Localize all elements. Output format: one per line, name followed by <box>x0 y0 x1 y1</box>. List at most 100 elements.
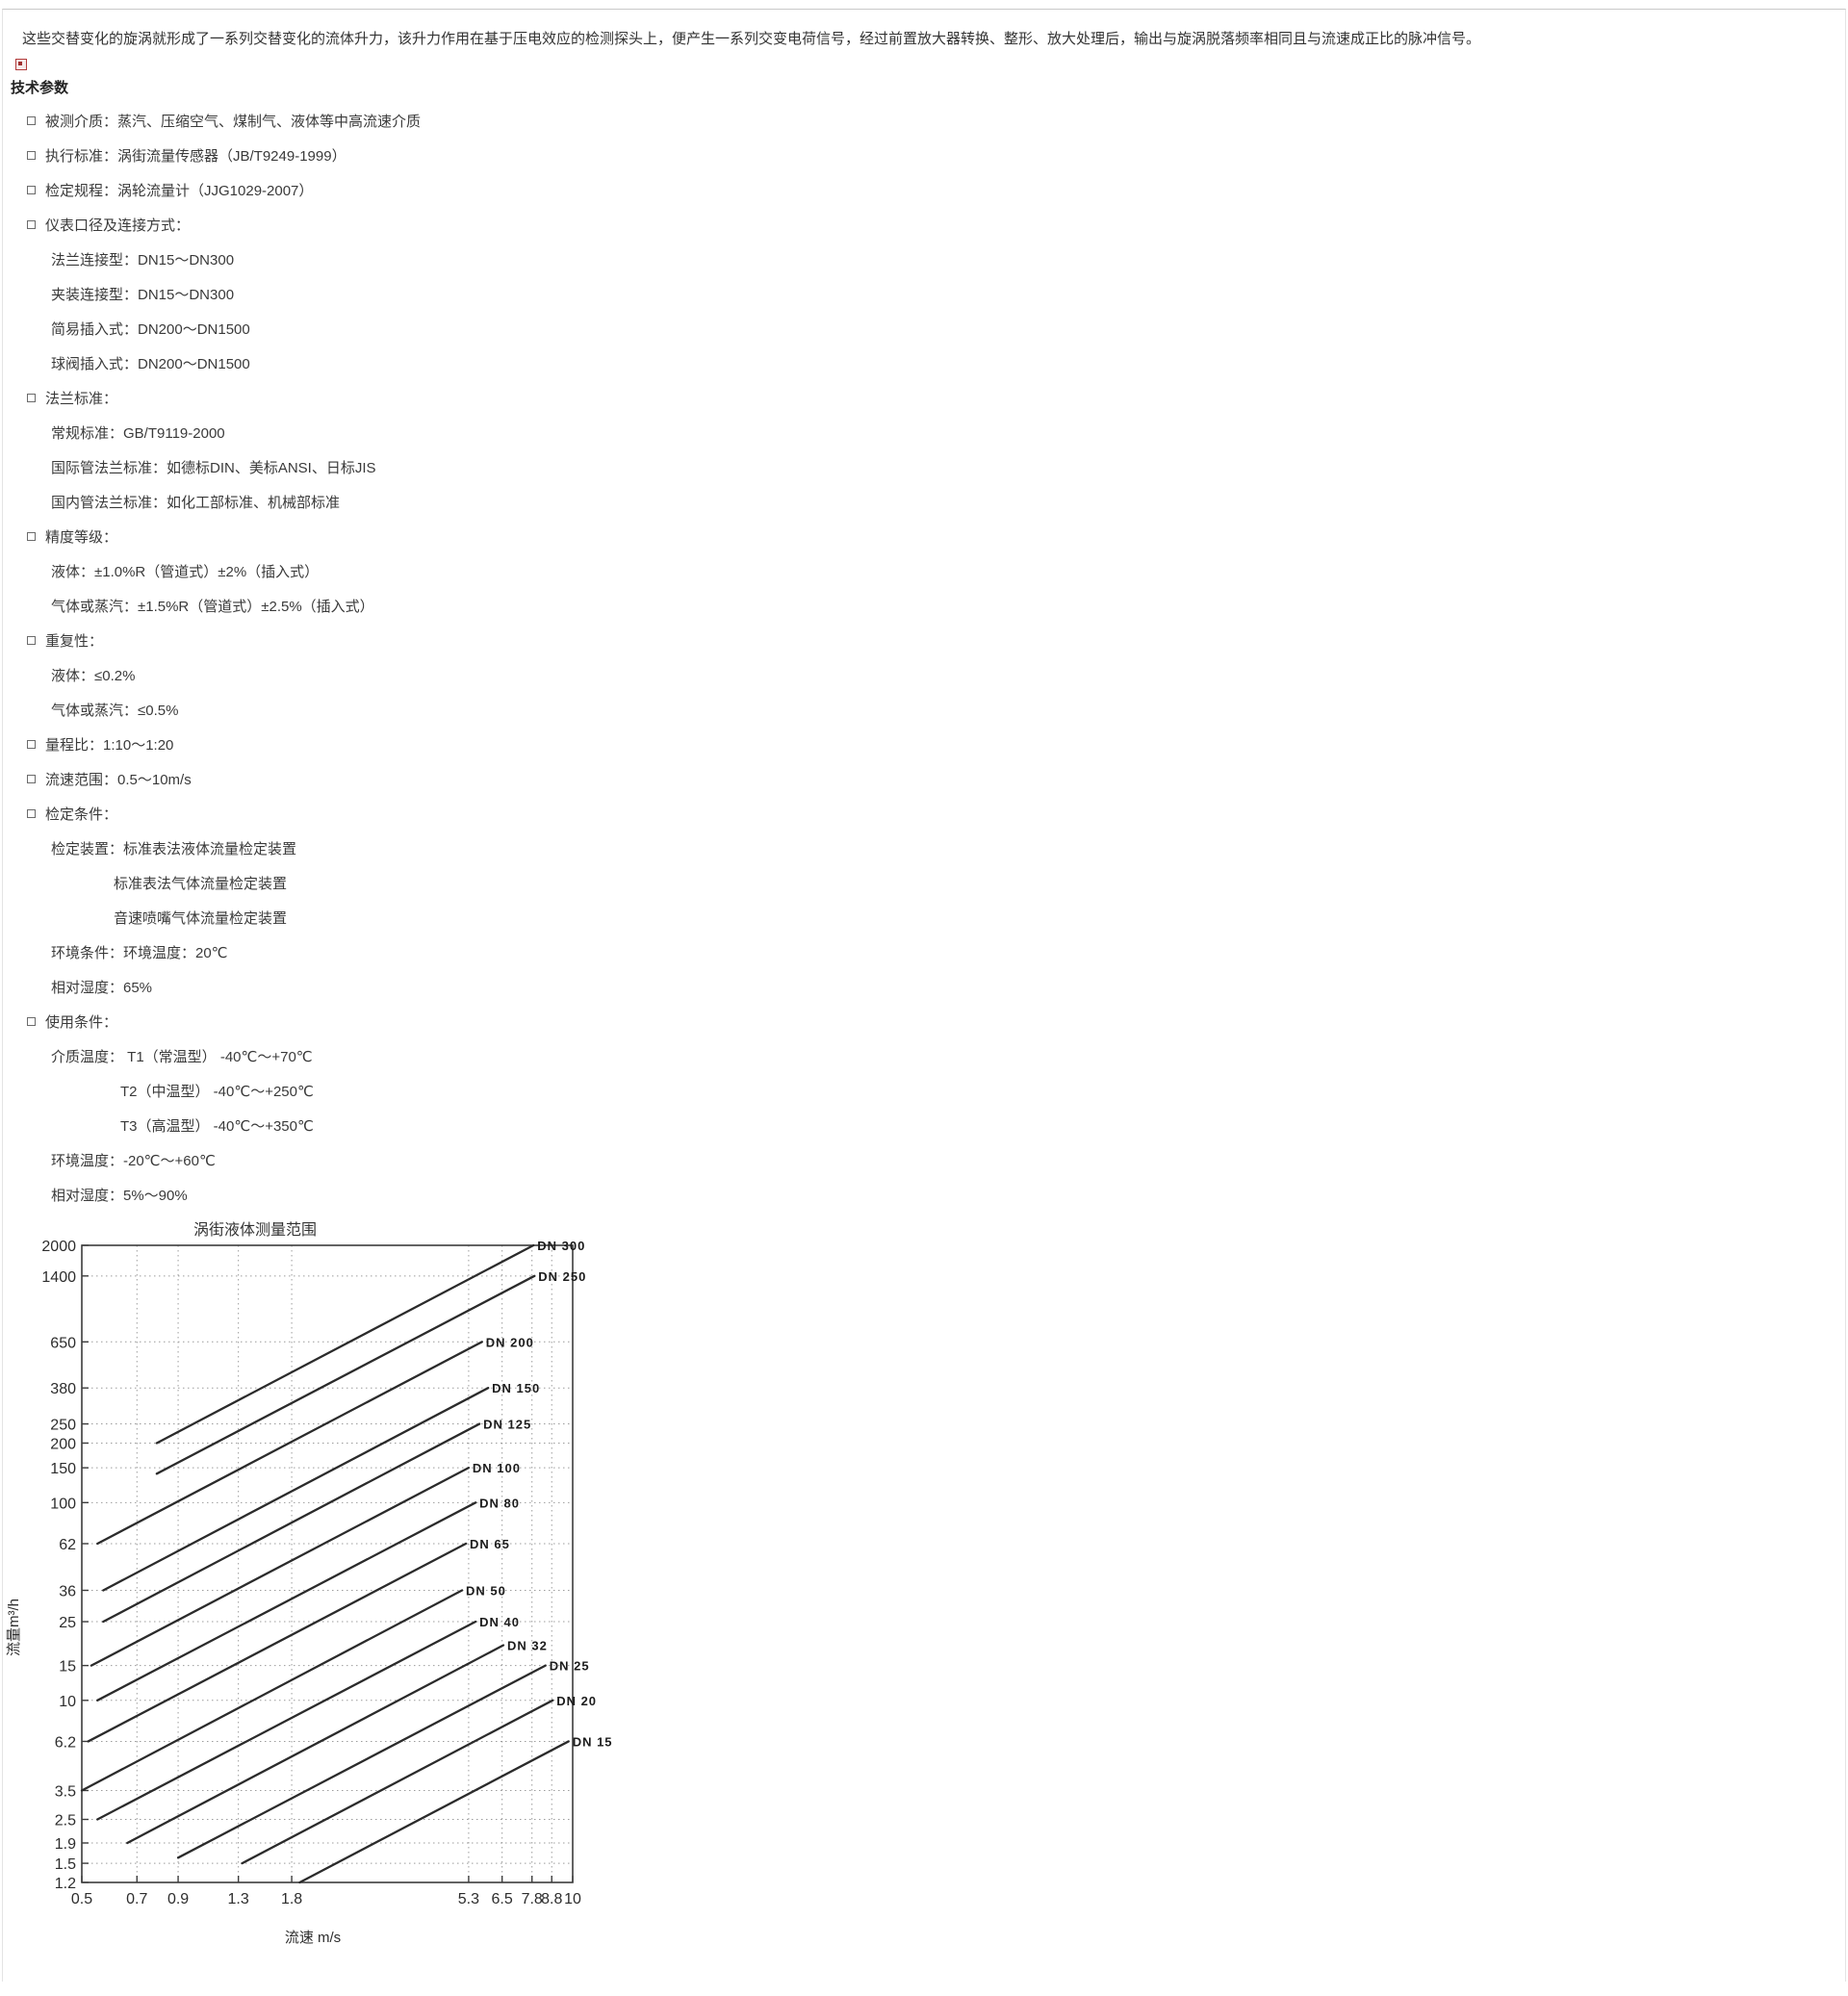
spec-item-text: 气体或蒸汽：≤0.5% <box>51 702 179 719</box>
spec-item: 液体：≤0.2% <box>3 657 1845 692</box>
spec-item: 法兰标准： <box>3 380 1845 415</box>
x-tick-label: 0.9 <box>167 1891 189 1907</box>
dn-series-line <box>96 1620 477 1821</box>
square-bullet-icon <box>27 739 36 749</box>
y-tick-label: 650 <box>50 1335 76 1351</box>
spec-item-text: 检定条件： <box>45 806 118 823</box>
y-tick-label: 62 <box>59 1537 76 1553</box>
x-tick-label: 0.7 <box>126 1891 147 1907</box>
y-axis-label: 流量m³/h <box>6 1599 22 1656</box>
spec-item-text: 国内管法兰标准：如化工部标准、机械部标准 <box>51 494 341 511</box>
y-tick-label: 150 <box>50 1461 76 1477</box>
dn-series-line <box>126 1644 505 1845</box>
x-tick-label: 0.5 <box>71 1891 92 1907</box>
spec-item-text: 国际管法兰标准：如德标DIN、美标ANSI、日标JIS <box>51 459 376 476</box>
x-tick-label: 10 <box>564 1891 581 1907</box>
square-bullet-icon <box>27 150 36 160</box>
dn-series-line <box>90 1466 471 1667</box>
spec-item-text: 使用条件： <box>45 1013 118 1031</box>
spec-list: 被测介质：蒸汽、压缩空气、煤制气、液体等中高流速介质 执行标准：涡街流量传感器（J… <box>3 103 1845 1212</box>
spec-item: 常规标准：GB/T9119-2000 <box>3 415 1845 449</box>
y-tick-label: 250 <box>50 1418 76 1434</box>
dn-series-line <box>96 1501 477 1702</box>
square-bullet-icon <box>27 774 36 783</box>
spec-item: 精度等级： <box>3 519 1845 553</box>
spec-item: 气体或蒸汽：≤0.5% <box>3 692 1845 727</box>
spec-item: 检定装置：标准表法液体流量检定装置 <box>3 831 1845 865</box>
spec-item-text: 简易插入式：DN200～DN1500 <box>51 320 250 338</box>
spec-item: 检定规程：涡轮流量计（JJG1029-2007） <box>3 172 1845 207</box>
dn-series-label: DN 40 <box>479 1615 520 1629</box>
spec-item: 球阀插入式：DN200～DN1500 <box>3 345 1845 380</box>
spec-item: 执行标准：涡街流量传感器（JB/T9249-1999） <box>3 138 1845 172</box>
spec-item: 音速喷嘴气体流量检定装置 <box>3 900 1845 934</box>
dn-series-line <box>176 1664 547 1859</box>
x-axis-label: 流速 m/s <box>285 1930 341 1946</box>
spec-item-text: 球阀插入式：DN200～DN1500 <box>51 355 250 372</box>
square-bullet-icon <box>27 393 36 402</box>
y-tick-label: 3.5 <box>55 1783 76 1800</box>
y-tick-label: 25 <box>59 1615 76 1631</box>
document-page: 这些交替变化的旋涡就形成了一系列交替变化的流体升力，该升力作用在基于压电效应的检… <box>2 9 1846 1982</box>
spec-item-text: 检定装置：标准表法液体流量检定装置 <box>51 840 297 857</box>
spec-item: 环境温度：-20℃～+60℃ <box>3 1142 1845 1177</box>
spec-item: 相对湿度：5%～90% <box>3 1177 1845 1212</box>
dn-series-label: DN 100 <box>473 1461 521 1475</box>
y-tick-label: 1.9 <box>55 1836 76 1853</box>
x-tick-label: 8.8 <box>541 1891 562 1907</box>
dn-series-line <box>241 1699 554 1865</box>
spec-item: 使用条件： <box>3 1004 1845 1038</box>
y-tick-label: 36 <box>59 1583 76 1599</box>
dn-series-label: DN 65 <box>470 1537 510 1551</box>
spec-item-text: 相对湿度：5%～90% <box>51 1187 188 1204</box>
intro-paragraph: 这些交替变化的旋涡就形成了一系列交替变化的流体升力，该升力作用在基于压电效应的检… <box>22 31 1481 47</box>
spec-item-text: 仪表口径及连接方式： <box>45 217 191 234</box>
dn-series-label: DN 200 <box>486 1335 534 1349</box>
spec-item-text: 夹装连接型：DN15～DN300 <box>51 286 235 303</box>
y-tick-label: 100 <box>50 1496 76 1512</box>
x-tick-label: 6.5 <box>492 1891 513 1907</box>
square-bullet-icon <box>27 185 36 194</box>
y-tick-label: 2000 <box>41 1239 76 1255</box>
spec-item-text: T3（高温型） -40℃～+350℃ <box>120 1117 314 1135</box>
y-tick-label: 200 <box>50 1436 76 1452</box>
spec-item: 被测介质：蒸汽、压缩空气、煤制气、液体等中高流速介质 <box>3 103 1845 138</box>
dn-series-line <box>96 1341 483 1546</box>
chart-title: 涡街液体测量范围 <box>193 1221 317 1239</box>
dn-series-label: DN 300 <box>537 1239 585 1253</box>
section-title: 技术参数 <box>11 80 69 96</box>
dn-series-label: DN 125 <box>483 1418 531 1432</box>
spec-item: 气体或蒸汽：±1.5%R（管道式）±2.5%（插入式） <box>3 588 1845 623</box>
spec-item: 仪表口径及连接方式： <box>3 207 1845 242</box>
flow-range-chart-svg: 涡街液体测量范围 2000 1400 650 380 250 200 150 100 62 36 25… <box>6 1221 613 1946</box>
dn-series-label: DN 50 <box>466 1583 506 1598</box>
y-tick-label: 380 <box>50 1381 76 1397</box>
spec-item-text: 介质温度： T1（常温型） -40℃～+70℃ <box>51 1048 313 1065</box>
spec-item-text: 流速范围：0.5～10m/s <box>45 771 192 788</box>
square-bullet-icon <box>27 808 36 818</box>
spec-item-text: 环境条件：环境温度：20℃ <box>51 944 228 961</box>
flow-range-chart: 涡街液体测量范围 2000 1400 650 380 250 200 150 100 62 36 25… <box>3 1214 1845 1979</box>
spec-item: 量程比：1:10～1:20 <box>3 727 1845 761</box>
dn-series-label: DN 250 <box>538 1269 586 1284</box>
x-tick-label: 7.8 <box>522 1891 543 1907</box>
spec-item-text: 液体：±1.0%R（管道式）±2%（插入式） <box>51 563 320 580</box>
square-bullet-icon <box>27 531 36 541</box>
dn-series-label: DN 15 <box>573 1734 613 1749</box>
spec-item: 法兰连接型：DN15～DN300 <box>3 242 1845 276</box>
y-tick-label: 15 <box>59 1659 76 1676</box>
spec-item-text: 液体：≤0.2% <box>51 667 136 684</box>
spec-item: 简易插入式：DN200～DN1500 <box>3 311 1845 345</box>
dn-series-label: DN 80 <box>479 1496 520 1510</box>
x-tick-label: 1.8 <box>281 1891 302 1907</box>
spec-item-text: 相对湿度：65% <box>51 979 153 996</box>
spec-item: T3（高温型） -40℃～+350℃ <box>3 1108 1845 1142</box>
spec-item-text: 量程比：1:10～1:20 <box>45 736 174 754</box>
spec-item-text: 音速喷嘴气体流量检定装置 <box>114 909 288 927</box>
x-tick-label: 5.3 <box>458 1891 479 1907</box>
broken-image-icon <box>15 59 27 70</box>
square-bullet-icon <box>27 1016 36 1026</box>
spec-item: 环境条件：环境温度：20℃ <box>3 934 1845 969</box>
y-tick-label: 1.5 <box>55 1856 76 1873</box>
dn-series-line <box>102 1422 481 1624</box>
